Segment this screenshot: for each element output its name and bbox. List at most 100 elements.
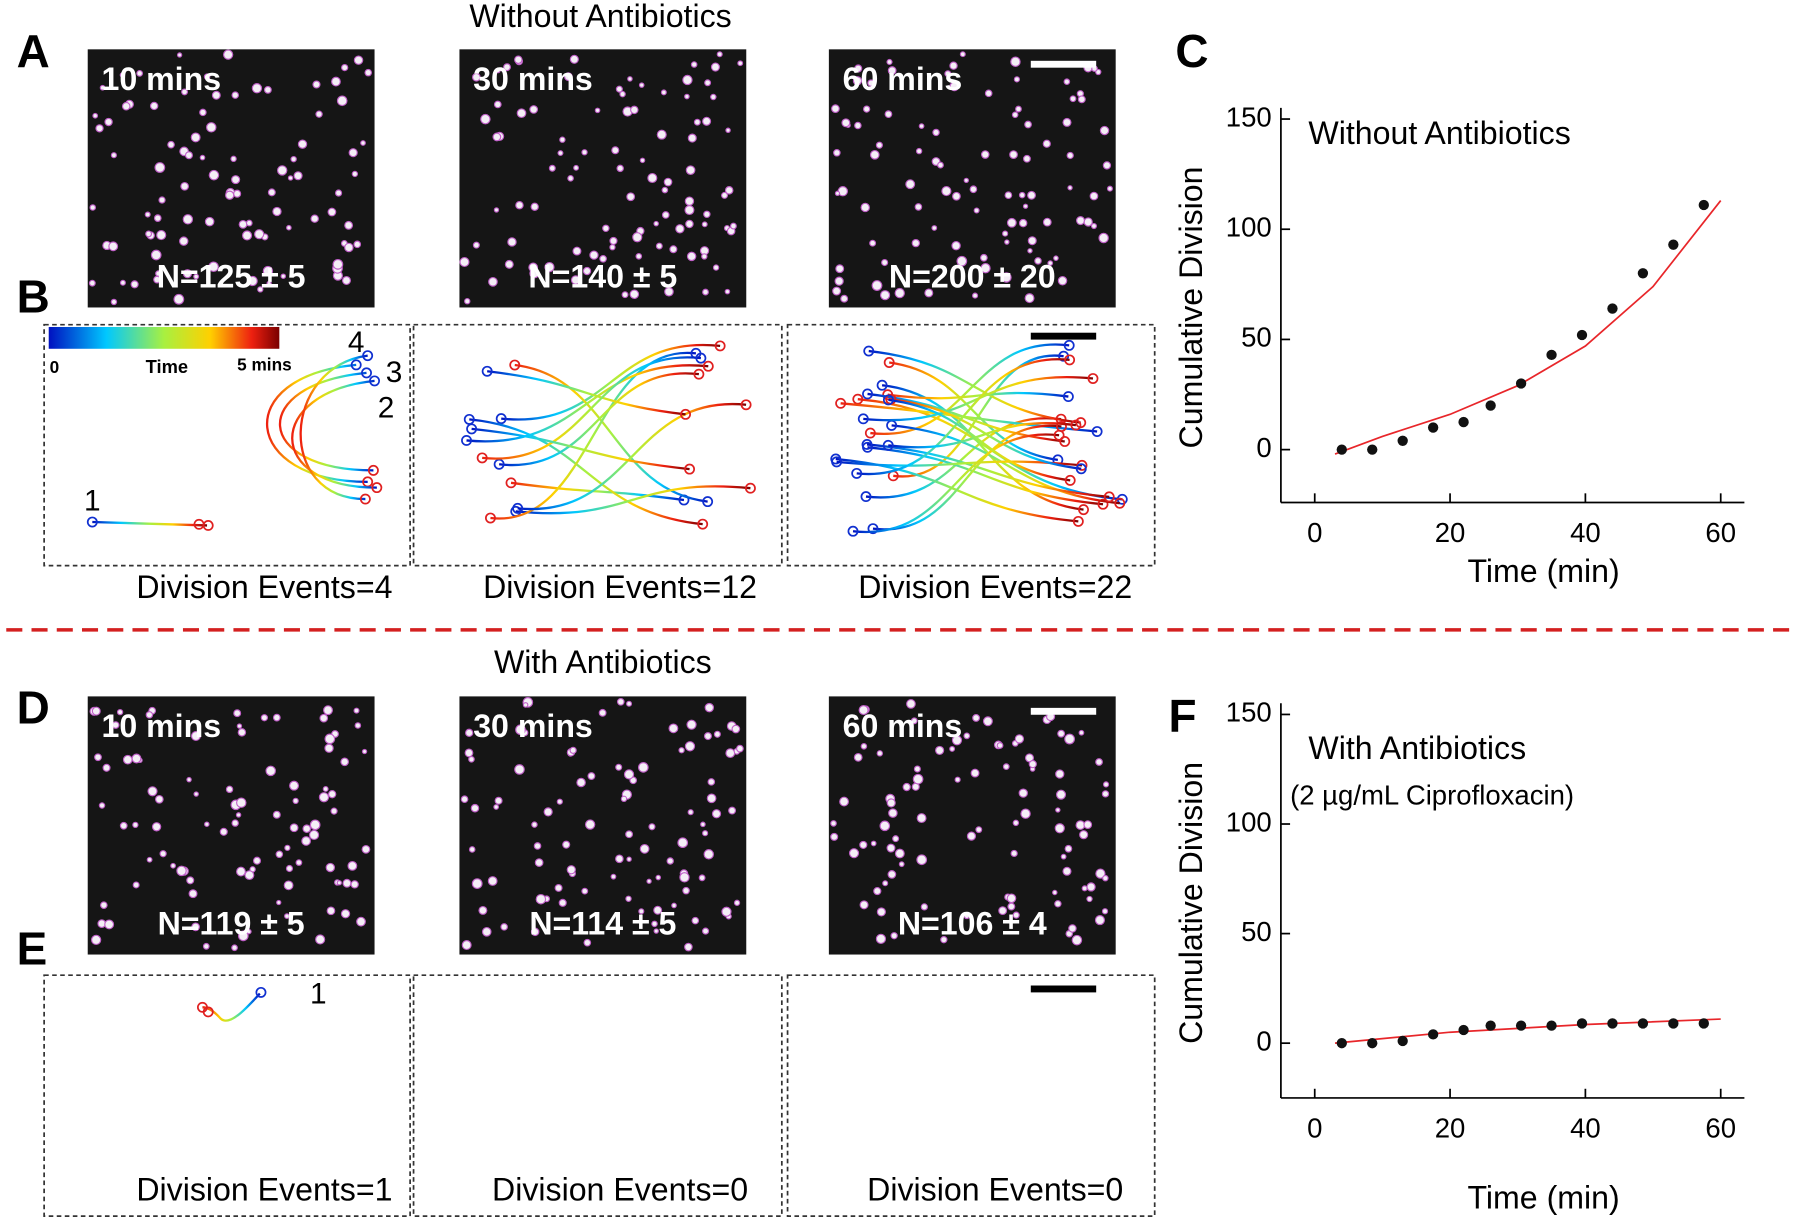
cell	[703, 732, 712, 741]
cell	[312, 80, 321, 89]
cell	[898, 861, 905, 868]
cell	[144, 211, 151, 218]
track-end	[1091, 426, 1103, 437]
track-end	[1059, 436, 1071, 447]
x-tick-label: 40	[1570, 1112, 1601, 1143]
cell	[465, 728, 474, 738]
cell	[131, 753, 142, 764]
cell	[918, 123, 925, 129]
cell	[245, 219, 253, 227]
cell	[660, 89, 667, 96]
scale-bar	[1030, 707, 1097, 715]
trajectory	[867, 392, 1065, 443]
cell	[639, 843, 650, 854]
cell	[353, 707, 360, 714]
cell	[110, 298, 118, 306]
trajectory	[487, 370, 686, 416]
cell	[92, 112, 99, 119]
cell	[237, 930, 249, 942]
cell	[330, 807, 338, 815]
cell	[231, 819, 239, 827]
cell	[830, 820, 837, 827]
cell	[848, 848, 860, 859]
cell	[364, 68, 373, 77]
cell	[702, 116, 712, 126]
cell	[1060, 853, 1067, 860]
scale-bar	[1030, 60, 1097, 68]
cell	[295, 859, 303, 866]
cell	[309, 819, 321, 831]
cell	[289, 780, 300, 791]
cell	[535, 893, 547, 905]
data-point	[1427, 1029, 1439, 1040]
track-end	[466, 423, 478, 435]
track-end	[1062, 391, 1074, 403]
cell	[100, 901, 108, 909]
cell	[360, 140, 366, 146]
cell	[190, 731, 201, 742]
cell	[478, 905, 488, 915]
cell	[894, 848, 905, 859]
track-end	[359, 493, 371, 505]
cell	[873, 886, 882, 896]
chart-title: With Antibiotics	[1308, 730, 1526, 766]
cell	[286, 224, 292, 231]
data-point	[1576, 329, 1588, 341]
cell	[721, 906, 732, 917]
cell	[702, 830, 709, 837]
cell	[638, 908, 645, 915]
cell	[246, 928, 252, 935]
cell	[956, 255, 968, 267]
cell	[682, 74, 693, 86]
cell	[529, 268, 540, 279]
cell	[297, 139, 308, 149]
cell	[935, 745, 945, 756]
cell	[1010, 56, 1021, 67]
panel-letter: F	[1168, 689, 1196, 741]
cell	[1062, 866, 1072, 876]
cell	[514, 764, 525, 775]
cell	[570, 275, 581, 285]
track-end	[1070, 419, 1082, 431]
track-number: 2	[378, 391, 395, 424]
cell	[272, 206, 282, 217]
track-end	[863, 345, 875, 357]
panel-letter: B	[17, 271, 50, 323]
cell	[336, 880, 342, 886]
cell	[731, 724, 741, 734]
division-events: Division Events=22	[858, 569, 1132, 605]
section-title: With Antibiotics	[494, 644, 712, 680]
image-time: 60 mins	[843, 61, 963, 97]
cell	[1054, 823, 1065, 834]
track-end	[371, 482, 383, 494]
cell	[1047, 260, 1054, 267]
track-end	[1087, 373, 1099, 384]
cell	[687, 809, 694, 816]
cell	[880, 290, 891, 301]
cell	[615, 85, 623, 93]
cell	[721, 191, 729, 199]
cell	[132, 881, 140, 889]
data-point	[1668, 1018, 1679, 1029]
cell	[924, 288, 934, 298]
cell	[691, 916, 700, 925]
cell	[594, 107, 601, 114]
cell	[1099, 125, 1110, 136]
cell	[629, 289, 640, 299]
cell	[615, 763, 623, 771]
division-events: Division Events=1	[136, 1172, 392, 1208]
cell	[318, 792, 330, 803]
trajectory	[471, 427, 690, 471]
y-tick-label: 0	[1256, 432, 1271, 463]
cell	[493, 207, 500, 213]
cell	[581, 149, 588, 156]
cell	[1002, 763, 1010, 771]
cell	[190, 132, 201, 143]
cell	[736, 744, 744, 753]
cell	[998, 906, 1008, 916]
trajectory	[872, 424, 1062, 531]
cell	[963, 912, 971, 920]
cell	[682, 886, 690, 895]
cell	[648, 823, 656, 831]
data-point	[1546, 1020, 1557, 1031]
